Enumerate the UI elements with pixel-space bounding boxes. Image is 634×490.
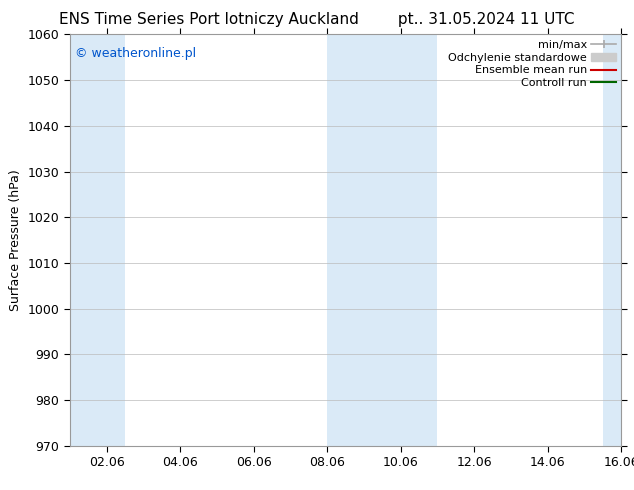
Y-axis label: Surface Pressure (hPa): Surface Pressure (hPa) xyxy=(9,169,22,311)
Legend: min/max, Odchylenie standardowe, Ensemble mean run, Controll run: min/max, Odchylenie standardowe, Ensembl… xyxy=(446,38,618,91)
Bar xyxy=(70,34,125,446)
Text: © weatheronline.pl: © weatheronline.pl xyxy=(75,47,197,60)
Bar xyxy=(327,34,437,446)
Bar xyxy=(603,34,621,446)
Text: ENS Time Series Port lotniczy Auckland        pt.. 31.05.2024 11 UTC: ENS Time Series Port lotniczy Auckland p… xyxy=(59,12,575,27)
